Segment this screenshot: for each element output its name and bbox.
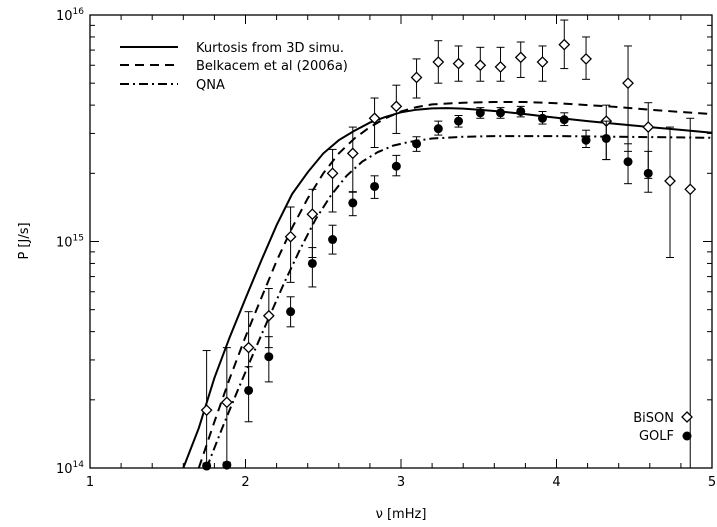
- bison-point: [432, 56, 445, 68]
- bison-point: [514, 51, 527, 64]
- golf-point: [538, 113, 548, 123]
- bison-point: [220, 396, 233, 409]
- bison-point: [326, 167, 339, 180]
- legend-label: GOLF: [639, 429, 674, 444]
- golf-point: [370, 181, 380, 191]
- golf-point: [307, 258, 317, 268]
- golf-point: [454, 116, 464, 126]
- golf-point: [643, 168, 653, 178]
- golf-point: [244, 385, 254, 395]
- y-tick-label: 1014: [56, 460, 84, 477]
- golf-point: [475, 108, 485, 118]
- x-tick-label: 4: [552, 475, 560, 490]
- x-tick-label: 3: [397, 475, 405, 490]
- x-tick-label: 1: [86, 475, 94, 490]
- golf-point: [516, 106, 526, 116]
- series-line-dashdot: [205, 135, 713, 469]
- legend-lines: Kurtosis from 3D simu. Belkacem et al (2…: [120, 41, 348, 93]
- bison-point: [452, 57, 465, 70]
- golf-point: [623, 157, 633, 167]
- bison-point: [390, 100, 403, 113]
- golf-point: [202, 461, 212, 471]
- x-tick-labels: 1 2 3 4 5: [86, 475, 716, 490]
- golf-point: [264, 352, 274, 362]
- bison-point: [368, 112, 381, 125]
- bison-point: [580, 52, 592, 65]
- legend-label: BiSON: [633, 411, 674, 426]
- y-tick-label: 1016: [56, 7, 84, 24]
- bison-point: [536, 56, 549, 68]
- x-axis-label: ν [mHz]: [376, 507, 427, 522]
- golf-point: [412, 139, 422, 149]
- bison-point: [346, 147, 359, 160]
- legend-label: QNA: [196, 78, 225, 93]
- bison-point: [642, 121, 655, 134]
- bison-point: [200, 404, 213, 417]
- y-tick-label: 1015: [56, 234, 84, 251]
- legend-open-diamond-icon: [681, 411, 693, 423]
- bison-point: [284, 230, 297, 243]
- bison-point: [622, 77, 634, 90]
- bison-point: [494, 60, 507, 73]
- bison-point: [242, 341, 255, 354]
- series-line-dashed: [197, 101, 713, 469]
- bison-point: [474, 59, 487, 72]
- golf-point: [581, 135, 591, 145]
- axis-ticks: [89, 14, 713, 469]
- golf-point: [433, 124, 443, 134]
- bison-point: [684, 183, 697, 196]
- bison-point: [262, 309, 275, 322]
- legend-label: Kurtosis from 3D simu.: [196, 41, 344, 56]
- bison-point: [306, 208, 319, 221]
- golf-point: [328, 235, 338, 245]
- bison-point: [558, 38, 571, 51]
- plot-frame: [89, 14, 713, 469]
- legend-points: BiSON GOLF: [633, 411, 693, 444]
- legend-filled-circle-icon: [682, 431, 692, 441]
- y-axis-label: P [J/s]: [17, 222, 32, 259]
- series-layer: [182, 19, 713, 471]
- golf-point: [496, 108, 506, 118]
- bison-point: [664, 175, 676, 187]
- golf-point: [222, 460, 232, 470]
- golf-point: [559, 115, 569, 125]
- golf-point: [286, 307, 296, 317]
- golf-point: [348, 198, 358, 208]
- bison-point: [410, 71, 423, 84]
- golf-point: [391, 161, 401, 171]
- golf-point: [601, 133, 611, 143]
- y-tick-labels: 1014 1015 1016: [56, 7, 84, 477]
- x-tick-label: 5: [708, 475, 716, 490]
- legend-label: Belkacem et al (2006a): [196, 59, 348, 74]
- x-tick-label: 2: [241, 475, 249, 490]
